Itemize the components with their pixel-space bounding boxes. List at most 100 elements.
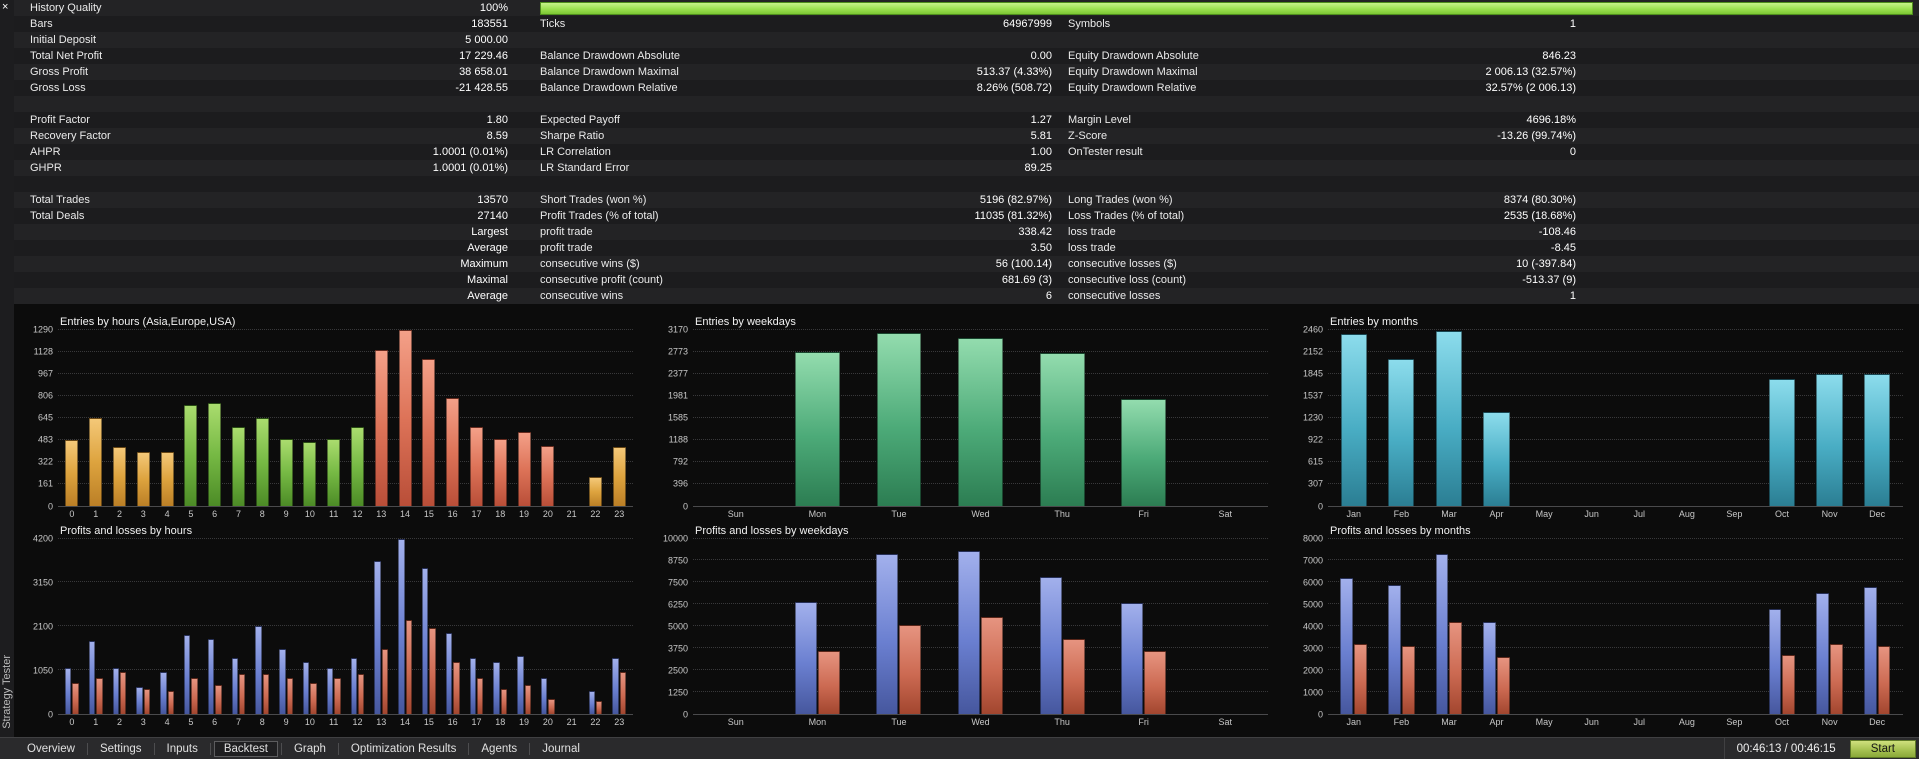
y-tick-label: 1000	[1302, 687, 1323, 698]
loss-bar	[1062, 638, 1085, 714]
x-tick-label: Sun	[727, 717, 744, 727]
plot	[1328, 329, 1903, 507]
gridline	[58, 537, 633, 539]
bar-slot	[108, 539, 132, 714]
stats-cell: Average	[14, 290, 508, 302]
tab-bar: Overview Settings Inputs Backtest Graph Optim…	[0, 737, 1919, 759]
stats-row: Profit Factor 1.80 Expected Payoff 1.27 Marg…	[14, 112, 1919, 128]
stat-label: consecutive losses	[1068, 290, 1161, 302]
stat-value: 1.00	[1030, 146, 1052, 158]
y-tick-label: 307	[1307, 478, 1323, 489]
x-tick-label: Fri	[1138, 508, 1149, 519]
tab-separator	[529, 742, 531, 755]
loss-bar	[1497, 656, 1510, 714]
stat-value: 681.69 (3)	[1001, 274, 1052, 286]
stat-value: 5.81	[1030, 130, 1052, 142]
bar-slot	[1378, 539, 1426, 714]
stat-label: Total Trades	[30, 194, 90, 206]
bar-slot	[1663, 539, 1711, 715]
tab-journal[interactable]: Journal	[542, 742, 580, 755]
bar-slot	[1853, 539, 1901, 714]
bar-slot	[465, 330, 489, 506]
history-quality-bar	[540, 1, 1913, 15]
bar	[184, 404, 198, 506]
profit-bar	[540, 678, 548, 714]
stats-cell: Balance Drawdown Absolute 0.00	[540, 50, 1052, 62]
profit-bar	[1435, 553, 1449, 714]
stats-row: Total Deals 27140 Profit Trades (% of tota…	[14, 208, 1919, 224]
loss-bar	[981, 617, 1004, 714]
stat-label: AHPR	[30, 146, 61, 158]
y-tick-label: 615	[1307, 456, 1323, 467]
x-tick-label: Aug	[1678, 508, 1695, 519]
y-tick-label: 806	[37, 390, 53, 401]
chart-title: Profits and losses by weekdays	[695, 524, 849, 537]
bar-slot	[1615, 330, 1663, 506]
stat-value: 1	[1569, 18, 1576, 30]
x-tick-label: 23	[614, 717, 625, 727]
tab-optimization-results[interactable]: Optimization Results	[350, 742, 457, 755]
gridline	[1328, 394, 1903, 396]
stat-value: 17 229.46	[459, 50, 508, 62]
loss-bar	[548, 699, 555, 714]
tab-agents[interactable]: Agents	[481, 742, 518, 755]
bar	[1864, 374, 1891, 506]
stat-label: Symbols	[1068, 18, 1111, 30]
start-button[interactable]: Start	[1849, 739, 1916, 758]
y-tick-label: 2460	[1302, 324, 1323, 335]
x-tick-label: 16	[447, 717, 458, 727]
bar-slot	[1568, 330, 1616, 506]
tab-inputs[interactable]: Inputs	[166, 742, 198, 755]
x-tick-label: Thu	[1054, 717, 1070, 727]
y-tick-label: 0	[1317, 709, 1323, 720]
profit-bar	[136, 686, 143, 714]
bar	[136, 452, 150, 506]
bars	[693, 330, 1268, 506]
x-tick-label: Jan	[1346, 508, 1362, 519]
bar-slot	[203, 330, 227, 506]
x-tick-label: Jun	[1584, 717, 1599, 727]
y-axis: 4200 3150 2100 1050 0	[24, 534, 58, 720]
gridline	[58, 394, 633, 396]
x-axis: Jan Feb Mar Apr May Jun Jul Aug Sep Oct Nov Dec	[1328, 507, 1903, 521]
stat-label: History Quality	[30, 2, 102, 14]
y-tick-label: 7500	[667, 577, 688, 588]
x-tick-label: 18	[495, 717, 506, 727]
gridline	[693, 691, 1268, 693]
stat-value: 13570	[477, 194, 508, 206]
profit-bar	[794, 601, 817, 714]
x-tick-label: Aug	[1678, 717, 1695, 727]
bar-slot	[441, 539, 465, 714]
x-tick-label: Apr	[1489, 717, 1504, 727]
gridline	[58, 351, 633, 353]
bar	[446, 398, 460, 506]
bar-slot	[695, 330, 777, 506]
tab-overview[interactable]: Overview	[27, 742, 75, 755]
gridline	[1328, 669, 1903, 671]
pl-by-weekdays: Profits and losses by weekdays 10000 8750 7…	[659, 523, 1268, 730]
tab-graph[interactable]: Graph	[293, 742, 326, 755]
tab-settings[interactable]: Settings	[99, 742, 142, 755]
bar-slot	[1330, 330, 1378, 506]
gridline	[1328, 691, 1903, 693]
x-tick-label: 2	[116, 508, 122, 519]
x-tick-label: 20	[542, 717, 553, 727]
stat-value: 1.0001 (0.01%)	[432, 162, 508, 174]
stats-table: History Quality 100% Bars 183551 Ticks 649679…	[14, 0, 1919, 304]
loss-bar	[96, 678, 103, 714]
x-axis: Sun Mon Tue Wed Thu Fri Sat	[693, 715, 1268, 729]
loss-bar	[429, 628, 436, 714]
tab-backtest[interactable]: Backtest	[213, 740, 278, 757]
x-tick-label: 21	[566, 508, 577, 519]
bars	[58, 330, 633, 506]
gridline	[58, 625, 633, 627]
y-tick-label: 5000	[667, 621, 688, 632]
stats-row: History Quality 100%	[14, 0, 1919, 16]
loss-bar	[476, 678, 484, 714]
loss-bar	[286, 678, 293, 714]
close-icon[interactable]: ×	[2, 1, 9, 13]
stat-value: 10 (-397.84)	[1516, 258, 1576, 270]
stat-label: Long Trades (won %)	[1068, 194, 1173, 206]
y-tick-label: 1537	[1302, 390, 1323, 401]
stat-label: Z-Score	[1068, 130, 1108, 142]
